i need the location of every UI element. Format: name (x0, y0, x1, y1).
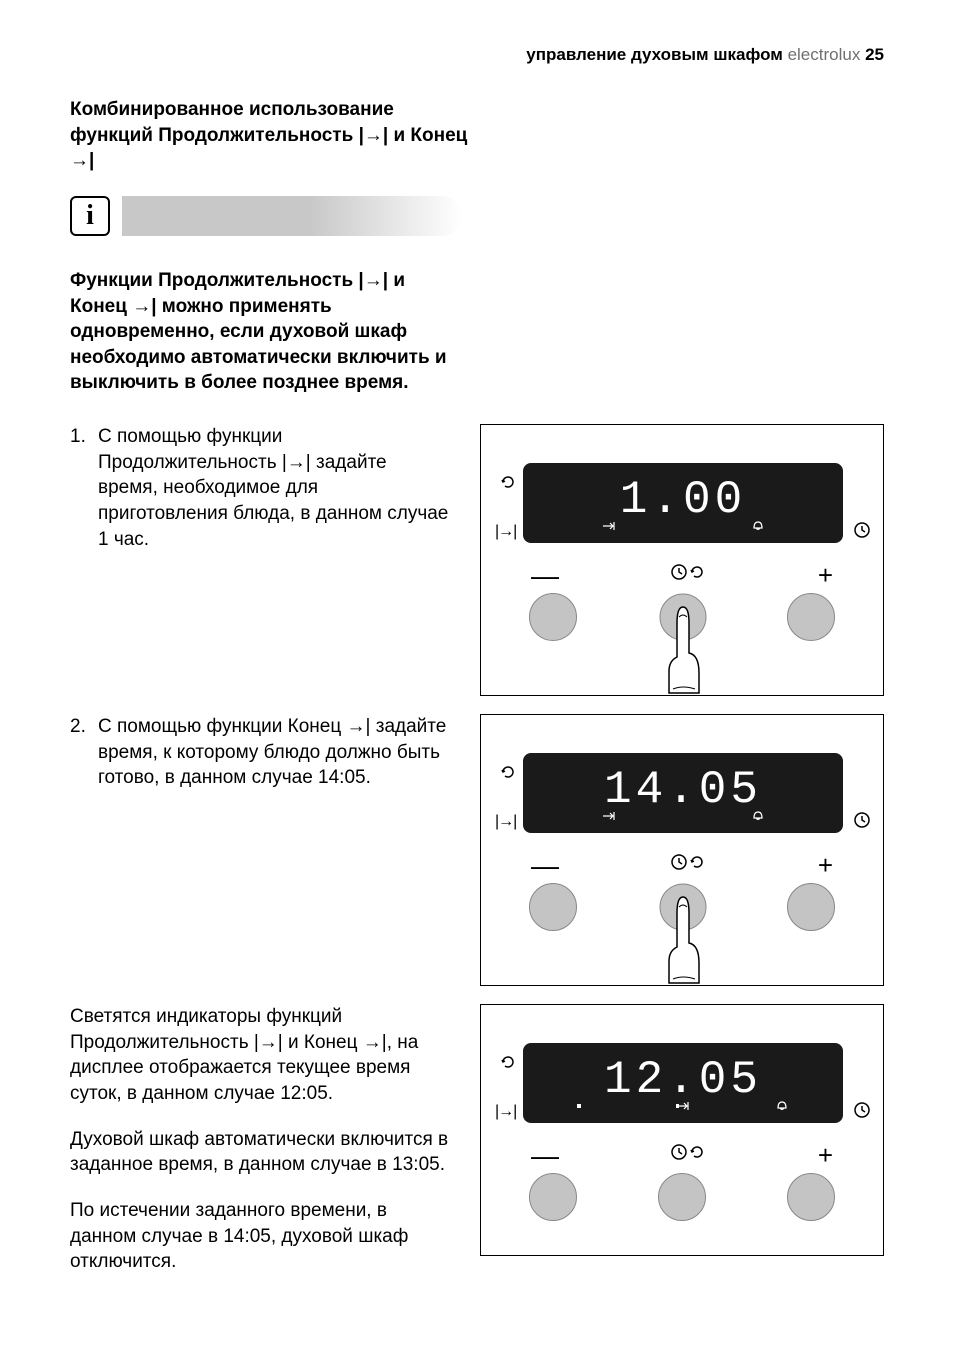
right-knob[interactable] (787, 883, 835, 931)
mode-button[interactable] (670, 562, 706, 590)
section-title: Комбинированное использование функций Пр… (70, 97, 470, 174)
info-callout: i (70, 196, 884, 236)
step-1-number: 1. (70, 424, 98, 552)
center-knob[interactable] (658, 1173, 706, 1221)
duration-icon: |→| (495, 521, 516, 543)
clock-icon (853, 811, 871, 835)
step-2: 2. С помощью функции Конец →| задайте вр… (70, 714, 450, 791)
header-brand: electrolux (788, 45, 861, 64)
button-row-1: — + (481, 557, 883, 595)
info-fade-bar (122, 196, 462, 236)
disp-end-lit-icon (676, 1098, 692, 1117)
page-header: управление духовым шкафом electrolux 25 (70, 44, 884, 67)
plus-button[interactable]: + (818, 848, 833, 883)
disp-end-icon (602, 518, 618, 537)
control-panel-3: |→| 12.05 (480, 1004, 884, 1256)
step-1-text: С помощью функции Продолжительность |→| … (98, 424, 450, 552)
minus-button[interactable]: — (531, 1137, 559, 1175)
display-3: 12.05 (523, 1043, 843, 1123)
header-section: управление духовым шкафом (526, 45, 783, 64)
left-knob[interactable] (529, 1173, 577, 1221)
mode-button[interactable] (670, 1142, 706, 1170)
result-para-3: По истечении заданного времени, в данном… (70, 1198, 450, 1275)
step-1: 1. С помощью функции Продолжительность |… (70, 424, 450, 552)
right-knob[interactable] (787, 593, 835, 641)
button-row-3: — + (481, 1137, 883, 1175)
auto-icon (499, 1053, 517, 1077)
minus-button[interactable]: — (531, 847, 559, 885)
right-knob[interactable] (787, 1173, 835, 1221)
clock-icon (853, 1101, 871, 1125)
duration-icon: |→| (495, 811, 516, 833)
disp-bell-icon (751, 808, 765, 827)
control-panel-2: |→| 14.05 — (480, 714, 884, 986)
button-row-2: — + (481, 847, 883, 885)
clock-icon (853, 521, 871, 545)
display-2-indicators (523, 808, 843, 827)
disp-duration-lit-icon (577, 1098, 593, 1117)
result-para-2: Духовой шкаф автоматически включится в з… (70, 1127, 450, 1178)
control-panel-1: |→| 1.00 — (480, 424, 884, 696)
intro-paragraph: Функции Продолжительность |→| и Конец →|… (70, 268, 450, 396)
left-knob[interactable] (529, 883, 577, 931)
display-1-indicators (523, 518, 843, 537)
duration-icon: |→| (495, 1101, 516, 1123)
auto-icon (499, 473, 517, 497)
step-2-number: 2. (70, 714, 98, 791)
disp-bell-icon (751, 518, 765, 537)
result-para-1: Светятся индикаторы функций Продолжитель… (70, 1004, 450, 1107)
result-row: Светятся индикаторы функций Продолжитель… (70, 1004, 884, 1295)
info-icon: i (70, 196, 110, 236)
step-row-1: 1. С помощью функции Продолжительность |… (70, 424, 884, 704)
step-row-2: 2. С помощью функции Конец →| задайте вр… (70, 714, 884, 994)
step-2-text: С помощью функции Конец →| задайте время… (98, 714, 450, 791)
plus-button[interactable]: + (818, 558, 833, 593)
auto-icon (499, 763, 517, 787)
disp-bell-icon (775, 1098, 789, 1117)
display-1: 1.00 (523, 463, 843, 543)
mode-button[interactable] (670, 852, 706, 880)
finger-press-icon (659, 883, 707, 983)
display-3-indicators (523, 1098, 843, 1117)
minus-button[interactable]: — (531, 557, 559, 595)
header-page: 25 (865, 45, 884, 64)
finger-press-icon (659, 593, 707, 693)
left-knob[interactable] (529, 593, 577, 641)
plus-button[interactable]: + (818, 1138, 833, 1173)
disp-end-icon (602, 808, 618, 827)
display-2: 14.05 (523, 753, 843, 833)
knob-row-3 (481, 1173, 883, 1221)
